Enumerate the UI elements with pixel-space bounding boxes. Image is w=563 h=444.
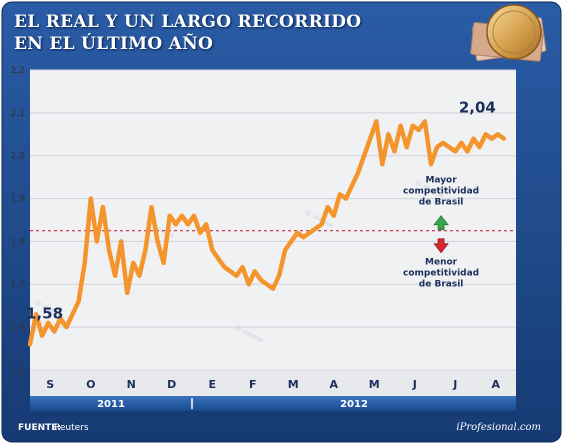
y-tick-label: 1,9 [11, 195, 26, 205]
year-labels: 2011 2012 [97, 398, 368, 410]
year-axis-band [30, 396, 516, 411]
chart-title-line-2: EN EL ÚLTIMO AÑO [14, 34, 214, 54]
source-label: FUENTE: [18, 423, 62, 433]
x-tick-label: A [329, 378, 338, 391]
y-tick-label: 1,7 [11, 280, 25, 290]
y-tick-label: 1,6 [11, 323, 26, 333]
chart-title-line-1: EL REAL Y UN LARGO RECORRIDO [14, 12, 362, 32]
real-coin-icon [470, 4, 547, 62]
y-tick-label: 1,5 [11, 366, 25, 376]
year-label: 2012 [340, 399, 368, 410]
x-tick-label: S [46, 378, 54, 391]
y-axis-tick-labels: 1,5 1,6 1,7 1,8 1,9 2,0 2,1 2,2 [11, 66, 26, 376]
y-tick-label: 2,1 [11, 109, 25, 119]
year-label: 2011 [97, 399, 125, 410]
publisher-watermark: iProfesional.com [456, 422, 541, 433]
annotation-up-line: Mayor [425, 176, 457, 186]
watermark-mark [235, 325, 264, 344]
x-tick-label: M [288, 378, 299, 391]
y-tick-label: 1,8 [11, 237, 26, 247]
end-value-label: 2,04 [459, 99, 496, 117]
x-tick-label: A [491, 378, 500, 391]
x-tick-label: J [452, 378, 457, 391]
start-value-label: 1,58 [26, 304, 63, 322]
annotation-up-line: de Brasil [419, 198, 464, 208]
annotation-up-line: competitividad [403, 187, 479, 197]
gridlines [30, 69, 516, 371]
annotation-down-line: competitividad [403, 269, 479, 279]
y-tick-label: 2,0 [11, 152, 26, 162]
source-value: Reuters [54, 423, 89, 433]
x-tick-label: D [167, 378, 176, 391]
x-tick-label: J [412, 378, 417, 391]
x-tick-label: M [369, 378, 380, 391]
y-tick-label: 2,2 [11, 66, 25, 76]
series-line-real [27, 119, 507, 347]
plot-area [30, 70, 516, 370]
annotation-down-line: Menor [425, 258, 458, 268]
x-tick-label: F [249, 378, 257, 391]
x-tick-label: N [127, 378, 136, 391]
green-up-arrow-icon [433, 215, 449, 231]
watermark-mark [415, 180, 444, 199]
annotation-down-line: de Brasil [419, 280, 464, 290]
red-down-arrow-icon [433, 238, 449, 254]
x-tick-label: O [86, 378, 95, 391]
month-axis-band [30, 370, 516, 396]
watermark-mark [35, 300, 64, 319]
x-tick-label: E [208, 378, 216, 391]
